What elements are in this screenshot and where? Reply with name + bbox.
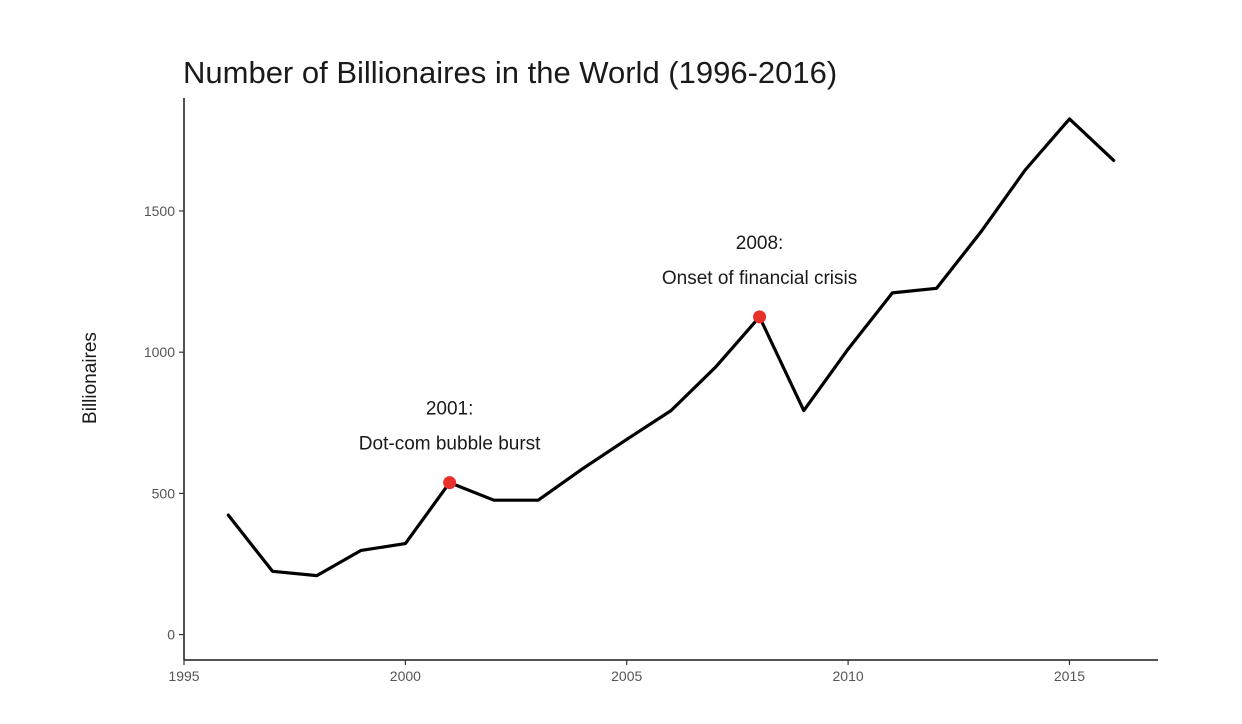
y-tick-label: 500 [152, 485, 176, 501]
x-tick-label: 2010 [833, 668, 864, 684]
y-tick-label: 0 [167, 627, 175, 643]
x-tick-label: 2005 [611, 668, 642, 684]
data-series [226, 117, 1116, 578]
highlight-point-2001 [443, 476, 457, 490]
x-tick-label: 2015 [1054, 668, 1085, 684]
annotation-year-2001: 2001: [426, 399, 474, 420]
highlight-points [443, 310, 767, 490]
x-tick-label: 1995 [168, 668, 199, 684]
x-axis-ticks: 1995 2000 2005 2010 2015 [168, 660, 1085, 684]
y-tick-label: 1000 [144, 344, 175, 360]
annotations: 2001: Dot-com bubble burst 2008: Onset of f… [359, 233, 857, 455]
y-axis-ticks: 0 500 1000 1500 [144, 203, 184, 643]
highlight-point-2008 [753, 310, 767, 324]
series-line-billionaires [226, 117, 1116, 578]
annotation-event-2001: Dot-com bubble burst [359, 434, 541, 455]
x-tick-label: 2000 [390, 668, 421, 684]
annotation-event-2008: Onset of financial crisis [662, 268, 857, 289]
y-axis-label: Billionaires [80, 332, 101, 424]
y-tick-label: 1500 [144, 203, 175, 219]
chart-title: Number of Billionaires in the World (199… [183, 55, 837, 90]
annotation-year-2008: 2008: [736, 233, 784, 254]
